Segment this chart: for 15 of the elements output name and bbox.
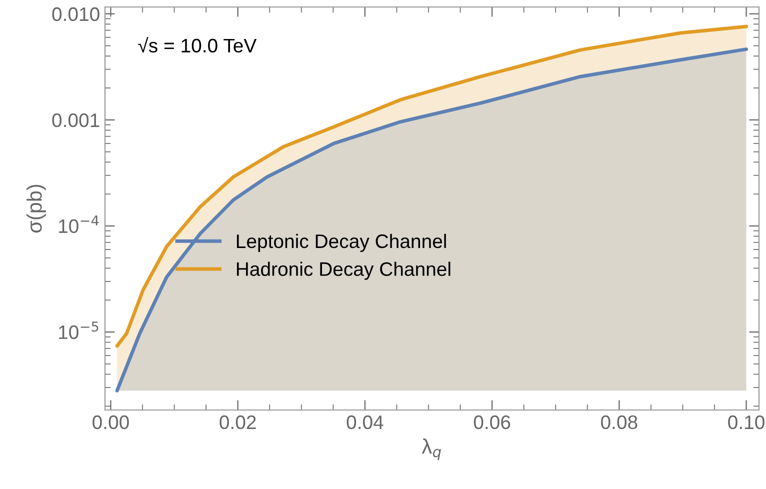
x-tick-label: 0.02 <box>220 415 256 430</box>
y-tick-label: 10$^{−4}$ <box>59 216 99 234</box>
y-tick-label: 10$^{−5}$ <box>59 322 98 340</box>
legend-label: Hadronic Decay Channel <box>236 262 450 280</box>
x-tick-label: 0.00 <box>92 415 129 430</box>
x-tick-label: 0.08 <box>601 415 638 430</box>
y-tick-label: 0.010 <box>52 7 100 22</box>
annotation: √s = 10.0 TeV <box>138 36 257 53</box>
y-axis-title: σ(pb) <box>26 184 46 233</box>
x-tick-label: 0.06 <box>474 415 510 430</box>
x-tick-label: 0.04 <box>346 415 384 430</box>
legend-label: Leptonic Decay Channel <box>236 234 446 252</box>
y-tick-label: 0.001 <box>52 113 100 128</box>
x-tick-label: 0.10 <box>728 415 764 430</box>
x-axis-title: λ$_{q}$ <box>422 438 442 460</box>
